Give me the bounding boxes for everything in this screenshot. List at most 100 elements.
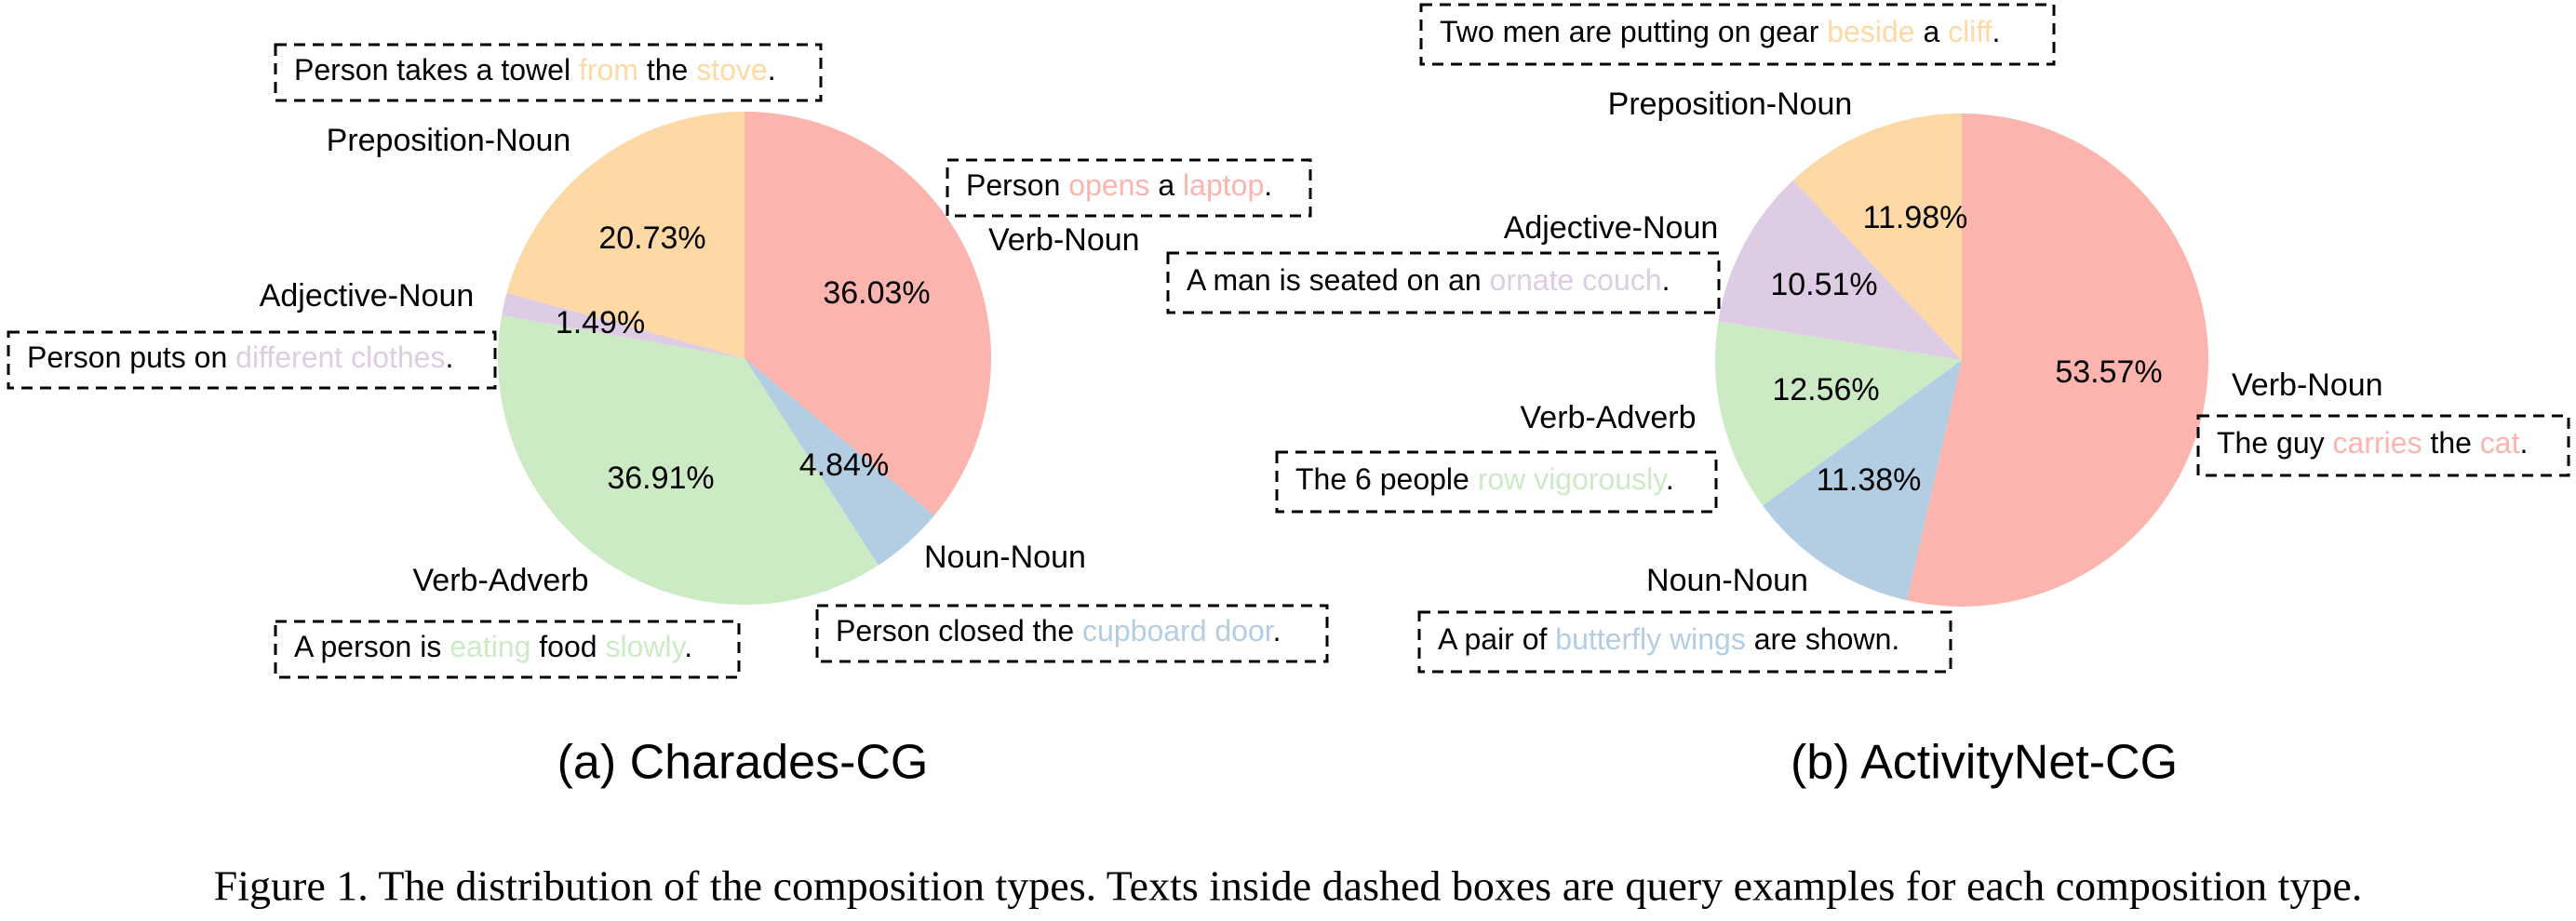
query-text: Person takes a towel — [294, 53, 579, 87]
query-text: Person closed the — [836, 614, 1082, 647]
highlighted-word: different clothes — [235, 340, 445, 374]
example-query: A pair of butterfly wings are shown. — [1438, 622, 1899, 656]
dashed-box — [274, 620, 741, 679]
pie-slice-noun-noun — [745, 358, 934, 566]
dashed-box — [815, 604, 1329, 663]
query-text: . — [1273, 614, 1281, 647]
example-box-verb-noun: The guy carries the cat. — [2196, 414, 2570, 477]
pct-label-noun-noun: 11.38% — [1817, 462, 1922, 498]
pct-label-noun-noun: 4.84% — [799, 447, 889, 483]
query-text: A pair of — [1438, 622, 1555, 656]
pct-label-preposition-noun: 11.98% — [1863, 200, 1968, 235]
pie-slice-preposition-noun — [506, 112, 745, 358]
pie-slice-adjective-noun — [1718, 180, 1962, 360]
figure-caption: Figure 1. The distribution of the compos… — [214, 862, 2363, 910]
pct-label-verb-noun: 53.57% — [2055, 354, 2162, 390]
highlighted-word: slowly — [605, 630, 686, 663]
pie-slice-verb-noun — [1907, 113, 2209, 607]
example-box-adjective-noun: Person puts on different clothes. — [7, 330, 497, 390]
query-text: A person is — [294, 630, 449, 663]
chart-title: (b) ActivityNet-CG — [1791, 736, 2178, 790]
query-text: the — [2422, 426, 2480, 460]
query-text: . — [1264, 168, 1272, 202]
example-box-preposition-noun: Person takes a towel from the stove. — [274, 43, 823, 102]
example-box-verb-adverb: A person is eating food slowly. — [274, 620, 741, 679]
category-label-verb-adverb: Verb-Adverb — [1521, 400, 1697, 435]
pct-label-adjective-noun: 1.49% — [556, 305, 645, 340]
category-label-adjective-noun: Adjective-Noun — [1504, 210, 1719, 246]
example-query: A person is eating food slowly. — [294, 630, 692, 663]
query-text: the — [638, 53, 696, 87]
pie-chart-activitynet-cg: 53.57% 11.38% 12.56% 10.51% 11.98% Verb-Noun… — [1166, 3, 2570, 790]
dashed-box — [7, 330, 497, 390]
example-query: Person puts on different clothes. — [27, 340, 453, 374]
example-query: Person closed the cupboard door. — [836, 614, 1281, 647]
pie-chart-charades-cg: 36.03% 4.84% 36.91% 1.49% 20.73% Verb-Noun No… — [7, 43, 1329, 790]
highlighted-word: eating — [449, 630, 530, 663]
pct-label-verb-adverb: 12.56% — [1772, 372, 1879, 407]
percentage-labels: 53.57% 11.38% 12.56% 10.51% 11.98% — [1770, 200, 2162, 498]
query-text: a — [1915, 15, 1949, 48]
example-query: Two men are putting on gear beside a cli… — [1440, 15, 2000, 48]
query-text: Person puts on — [27, 340, 235, 374]
dashed-box — [1419, 3, 2056, 66]
query-text: Person — [966, 168, 1068, 202]
query-text: a — [1149, 168, 1183, 202]
highlighted-word: stove — [696, 53, 767, 87]
query-text: . — [1992, 15, 2001, 48]
query-text: . — [1662, 263, 1670, 297]
chart-title: (a) Charades-CG — [557, 736, 929, 790]
query-text: food — [530, 630, 605, 663]
dashed-box — [1417, 610, 1952, 674]
highlighted-word: beside — [1827, 15, 1914, 48]
query-text: A man is seated on an — [1187, 263, 1490, 297]
example-box-verb-noun: Person opens a laptop. — [946, 158, 1312, 218]
pie-slice-preposition-noun — [1792, 113, 1962, 360]
query-text: The 6 people — [1295, 462, 1478, 496]
slices — [1715, 113, 2209, 607]
category-label-preposition-noun: Preposition-Noun — [327, 123, 571, 158]
highlighted-word: butterfly wings — [1555, 622, 1746, 656]
highlighted-word: cat — [2480, 426, 2520, 460]
category-label-verb-adverb: Verb-Adverb — [413, 563, 589, 598]
example-query: A man is seated on an ornate couch. — [1187, 263, 1670, 297]
category-label-verb-noun: Verb-Noun — [2232, 367, 2383, 403]
category-labels: Verb-Noun Noun-Noun Verb-Adverb Adjective-N… — [1504, 87, 2383, 598]
pie-slice-verb-adverb — [497, 314, 879, 606]
example-boxes: The guy carries the cat. A pair of butter… — [1166, 3, 2570, 674]
example-box-preposition-noun: Two men are putting on gear beside a cli… — [1419, 3, 2056, 66]
query-text: . — [768, 53, 776, 87]
pct-label-verb-adverb: 36.91% — [607, 460, 714, 496]
query-text: Two men are putting on gear — [1440, 15, 1827, 48]
category-label-verb-noun: Verb-Noun — [988, 222, 1140, 258]
category-label-preposition-noun: Preposition-Noun — [1608, 87, 1853, 122]
query-text: are shown. — [1746, 622, 1899, 656]
dashed-box — [274, 43, 823, 102]
highlighted-word: cupboard door — [1082, 614, 1275, 647]
dashed-box — [946, 158, 1312, 218]
example-query: The 6 people row vigorously. — [1295, 462, 1674, 496]
example-boxes: Person opens a laptop. Person closed the … — [7, 43, 1329, 679]
slices — [497, 112, 992, 606]
pct-label-adjective-noun: 10.51% — [1770, 267, 1877, 302]
query-text: . — [445, 340, 453, 374]
category-label-noun-noun: Noun-Noun — [1646, 563, 1808, 598]
example-query: Person opens a laptop. — [966, 168, 1272, 202]
pct-label-verb-noun: 36.03% — [823, 275, 930, 311]
highlighted-word: row vigorously — [1478, 462, 1669, 496]
highlighted-word: laptop — [1183, 168, 1264, 202]
query-text: . — [2519, 426, 2528, 460]
pie-slice-verb-noun — [745, 112, 992, 516]
highlighted-word: carries — [2333, 426, 2422, 460]
example-box-noun-noun: A pair of butterfly wings are shown. — [1417, 610, 1952, 674]
dashed-box — [1275, 450, 1718, 514]
pie-slice-adjective-noun — [502, 292, 745, 358]
example-box-adjective-noun: A man is seated on an ornate couch. — [1166, 251, 1721, 314]
dashed-box — [1166, 251, 1721, 314]
query-text: The guy — [2217, 426, 2333, 460]
category-label-adjective-noun: Adjective-Noun — [260, 278, 475, 314]
percentage-labels: 36.03% 4.84% 36.91% 1.49% 20.73% — [556, 220, 931, 496]
pie-slice-noun-noun — [1763, 360, 1962, 601]
example-box-noun-noun: Person closed the cupboard door. — [815, 604, 1329, 663]
